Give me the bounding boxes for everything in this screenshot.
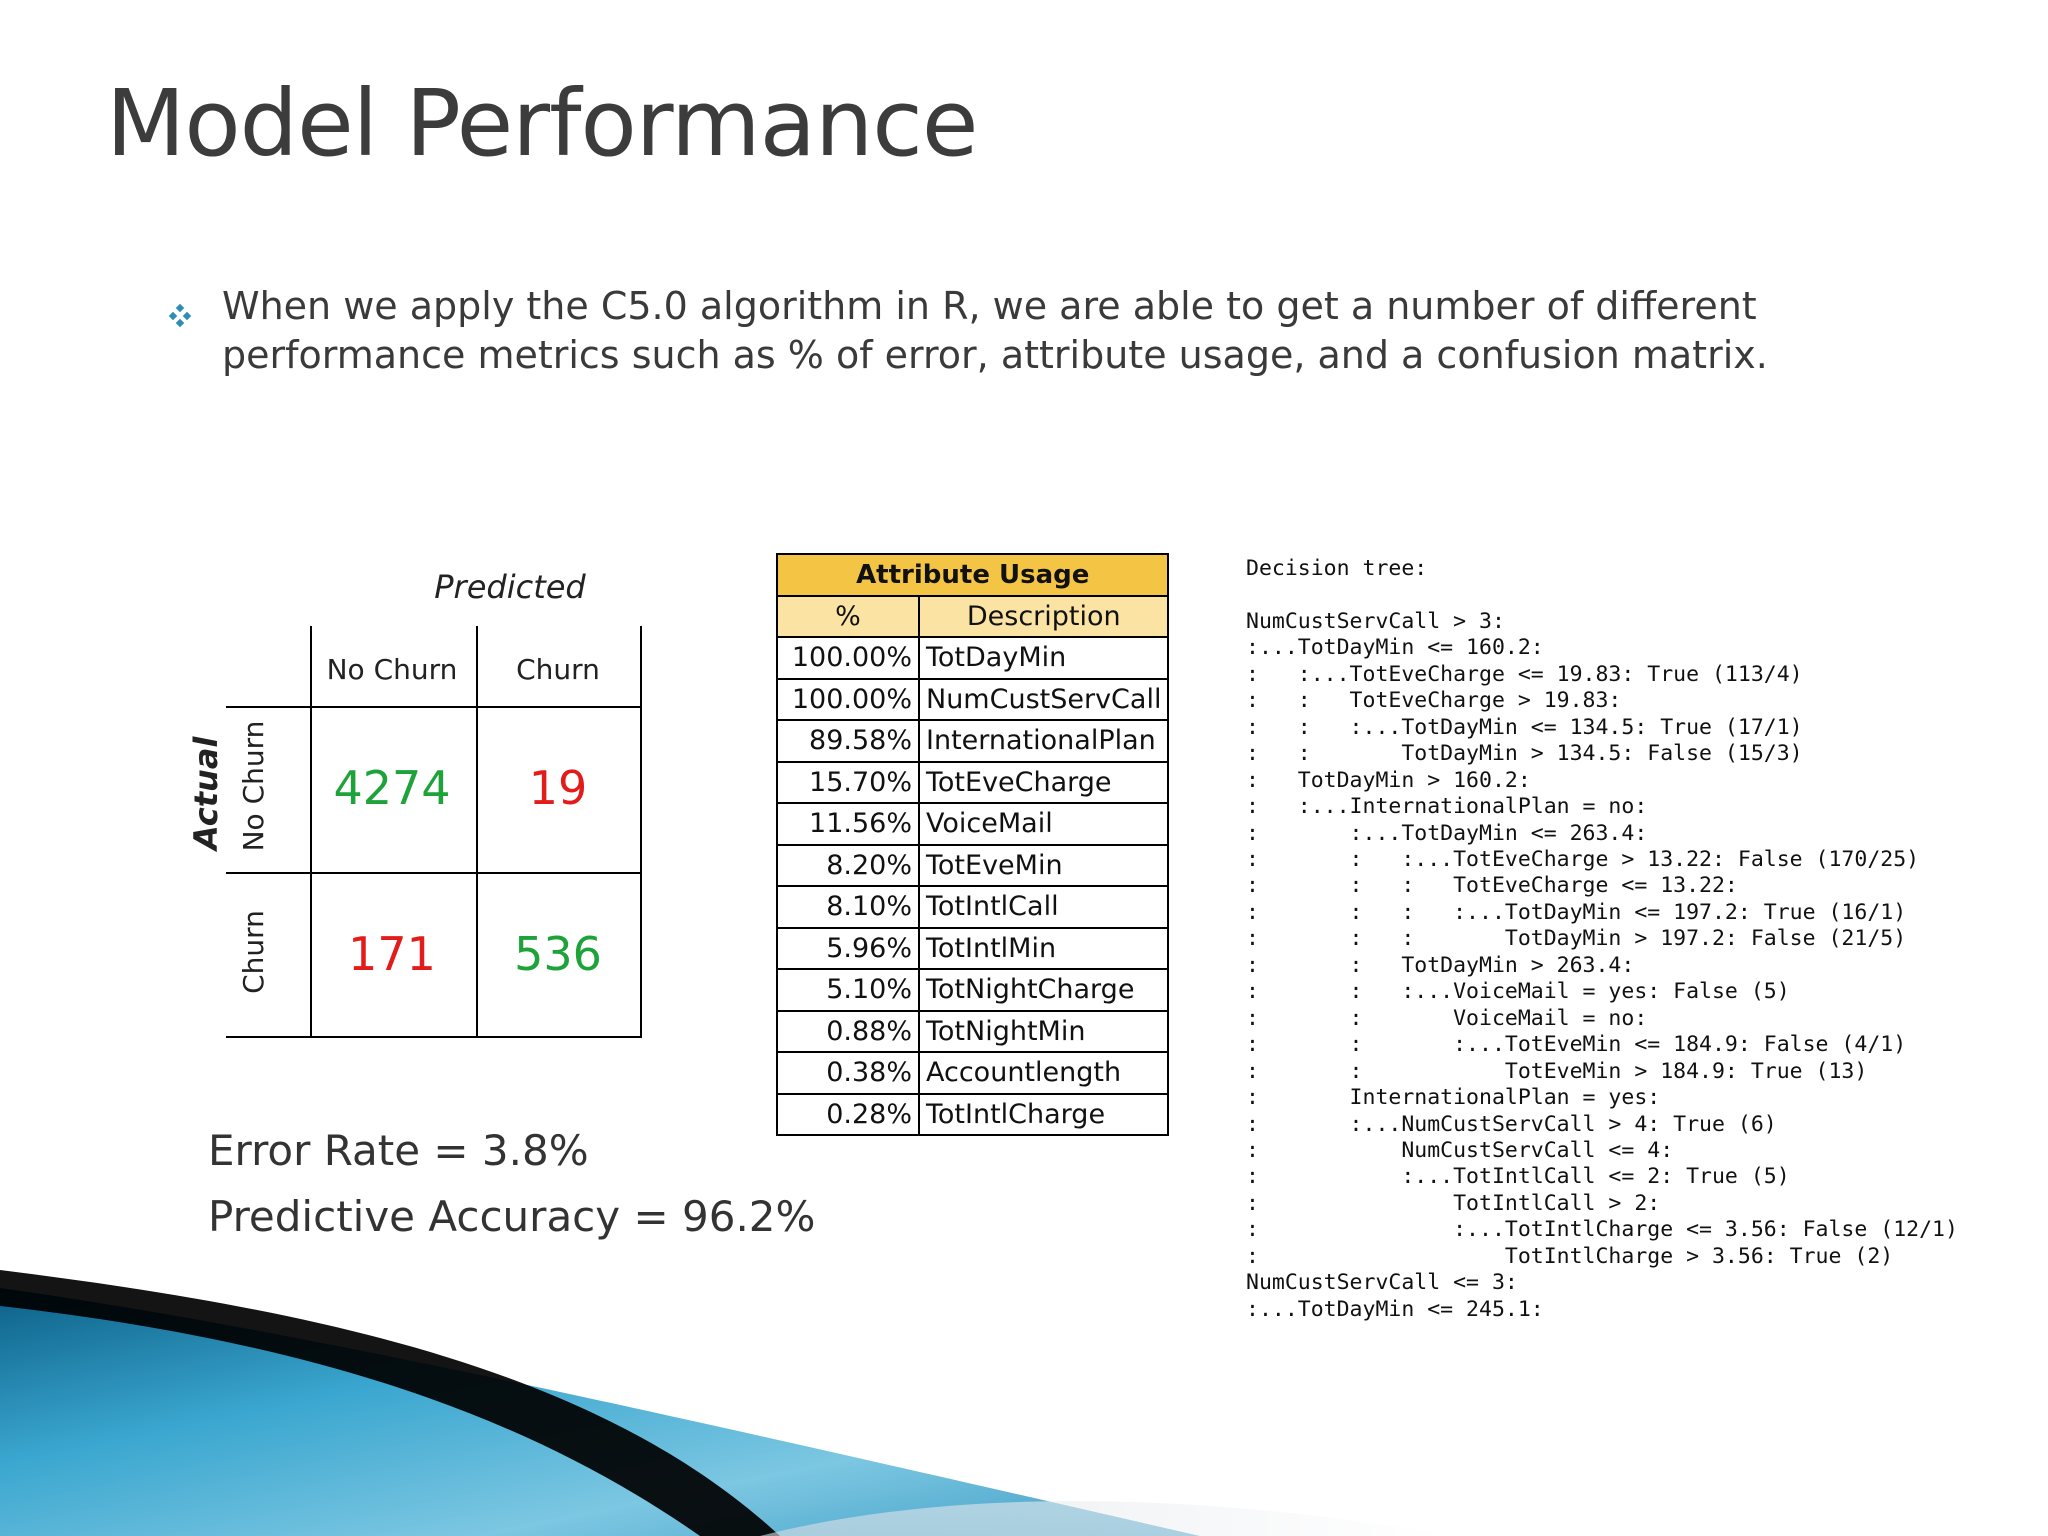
usage-attribute: VoiceMail	[917, 802, 1170, 846]
usage-attribute: TotIntlMin	[917, 926, 1170, 970]
error-rate-text: Error Rate = 3.8%	[208, 1126, 589, 1175]
table-row: 5.96% TotIntlMin	[776, 926, 1170, 970]
tree-line: : : : :...TotDayMin <= 197.2: True (16/1…	[1246, 899, 1907, 925]
tree-line: : InternationalPlan = yes:	[1246, 1085, 1661, 1111]
tree-line	[1246, 582, 1958, 608]
tree-line: : : : TotDayMin > 197.2: False (21/5)	[1246, 926, 1907, 952]
tree-line: : : :...TotDayMin <= 134.5: True (17/1)	[1246, 714, 1803, 740]
usage-attribute: TotIntlCharge	[917, 1092, 1170, 1136]
grid-line	[476, 626, 478, 1038]
table-row: 100.00% NumCustServCall	[776, 677, 1170, 721]
usage-attribute: TotEveCharge	[917, 760, 1170, 804]
row-header-churn: Churn	[237, 910, 270, 994]
grid-line	[226, 706, 642, 708]
predicted-label: Predicted	[434, 568, 586, 606]
usage-attribute: TotNightMin	[917, 1009, 1170, 1053]
table-row: 0.38% Accountlength	[776, 1051, 1170, 1095]
table-row: 8.10% TotIntlCall	[776, 885, 1170, 929]
grid-line	[226, 872, 642, 874]
diamond-bullet-icon	[168, 304, 192, 328]
usage-pct: 100.00%	[776, 636, 920, 680]
tree-line: : :...TotDayMin <= 263.4:	[1246, 820, 1648, 846]
tree-line: :...TotDayMin <= 245.1:	[1246, 1296, 1544, 1322]
tree-line: : : : TotEveCharge <= 13.22:	[1246, 873, 1738, 899]
decision-tree-output: Decision tree: NumCustServCall > 3::...To…	[1246, 556, 1958, 1323]
table-title: Attribute Usage	[775, 553, 1170, 597]
usage-attribute: TotNightCharge	[917, 968, 1170, 1012]
usage-attribute: TotEveMin	[917, 843, 1170, 887]
usage-attribute: TotDayMin	[917, 636, 1170, 680]
table-row: 5.10% TotNightCharge	[776, 968, 1170, 1012]
table-row: 0.88% TotNightMin	[776, 1009, 1170, 1053]
accuracy-text: Predictive Accuracy = 96.2%	[208, 1192, 816, 1241]
tree-line: : :...TotIntlCharge <= 3.56: False (12/1…	[1246, 1217, 1958, 1243]
usage-pct: 0.28%	[776, 1092, 920, 1136]
usage-pct: 89.58%	[776, 719, 920, 763]
table-row: 100.00% TotDayMin	[776, 636, 1170, 680]
grid-line	[640, 626, 642, 1038]
col-header-no-churn: No Churn	[326, 653, 458, 686]
table-row: 89.58% InternationalPlan	[776, 719, 1170, 763]
usage-pct: 5.96%	[776, 926, 920, 970]
row-header-no-churn: No Churn	[237, 720, 270, 852]
cell-true-negative: 4274	[333, 761, 451, 815]
footer-swoosh-decoration	[0, 1270, 1450, 1536]
usage-pct: 8.10%	[776, 885, 920, 929]
usage-attribute: TotIntlCall	[917, 885, 1170, 929]
table-row: 8.20% TotEveMin	[776, 843, 1170, 887]
tree-line: : :...NumCustServCall > 4: True (6)	[1246, 1111, 1777, 1137]
bullet-item: When we apply the C5.0 algorithm in R, w…	[160, 282, 1820, 380]
usage-attribute: InternationalPlan	[917, 719, 1170, 763]
grid-line	[310, 626, 312, 1038]
col-header-churn: Churn	[516, 653, 600, 686]
tree-line: : : TotDayMin > 134.5: False (15/3)	[1246, 741, 1803, 767]
table-row: 15.70% TotEveCharge	[776, 760, 1170, 804]
table-row: 0.28% TotIntlCharge	[776, 1092, 1170, 1136]
usage-pct: 8.20%	[776, 843, 920, 887]
slide-title: Model Performance	[106, 70, 978, 177]
bullet-text: When we apply the C5.0 algorithm in R, w…	[222, 284, 1768, 377]
tree-line: : TotDayMin > 160.2:	[1246, 767, 1531, 793]
usage-pct: 0.88%	[776, 1009, 920, 1053]
tree-line: NumCustServCall > 3:	[1246, 608, 1505, 634]
tree-line: : : :...VoiceMail = yes: False (5)	[1246, 979, 1790, 1005]
tree-line: : : TotDayMin > 263.4:	[1246, 952, 1635, 978]
cell-true-positive: 536	[514, 927, 602, 981]
tree-line: Decision tree:	[1246, 556, 1428, 581]
attribute-usage-table: Attribute Usage % Description 100.00% Tot…	[775, 553, 1170, 1136]
cell-false-negative: 171	[348, 927, 436, 981]
actual-label: Actual	[187, 736, 225, 850]
table-body: 100.00% TotDayMin 100.00% NumCustServCall 89…	[776, 636, 1170, 1136]
tree-line: : :...InternationalPlan = no:	[1246, 794, 1648, 820]
col-header-pct: %	[776, 594, 920, 638]
tree-line: : TotIntlCall > 2:	[1246, 1190, 1661, 1216]
usage-pct: 5.10%	[776, 968, 920, 1012]
usage-pct: 15.70%	[776, 760, 920, 804]
tree-line: : TotIntlCharge > 3.56: True (2)	[1246, 1243, 1894, 1269]
usage-pct: 0.38%	[776, 1051, 920, 1095]
tree-line: : : TotEveCharge > 19.83:	[1246, 688, 1622, 714]
confusion-matrix: Predicted Actual No Churn Churn No Churn…	[160, 560, 660, 1040]
usage-pct: 11.56%	[776, 802, 920, 846]
table-row: 11.56% VoiceMail	[776, 802, 1170, 846]
tree-line: : :...TotIntlCall <= 2: True (5)	[1246, 1164, 1790, 1190]
tree-line: :...TotDayMin <= 160.2:	[1246, 635, 1544, 661]
tree-line: : :...TotEveCharge <= 19.83: True (113/4…	[1246, 661, 1803, 687]
col-header-description: Description	[917, 594, 1170, 638]
usage-pct: 100.00%	[776, 677, 920, 721]
tree-line: : : TotEveMin > 184.9: True (13)	[1246, 1058, 1868, 1084]
tree-line: : : :...TotEveCharge > 13.22: False (170…	[1246, 846, 1920, 872]
usage-attribute: Accountlength	[917, 1051, 1170, 1095]
grid-line	[226, 1036, 642, 1038]
tree-line: NumCustServCall <= 3:	[1246, 1270, 1518, 1296]
tree-line: : : :...TotEveMin <= 184.9: False (4/1)	[1246, 1032, 1907, 1058]
tree-line: : NumCustServCall <= 4:	[1246, 1137, 1674, 1163]
metrics-block: Error Rate = 3.8% Predictive Accuracy = …	[208, 1118, 815, 1250]
tree-line: : : VoiceMail = no:	[1246, 1005, 1648, 1031]
usage-attribute: NumCustServCall	[917, 677, 1170, 721]
cell-false-positive: 19	[528, 761, 588, 815]
